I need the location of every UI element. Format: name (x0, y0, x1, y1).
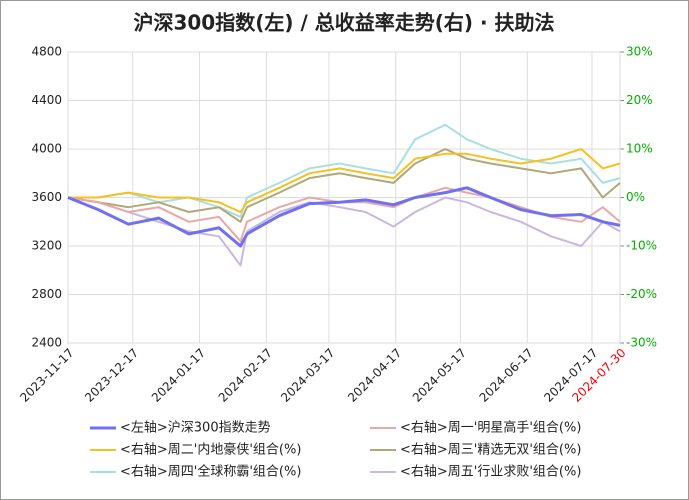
y2-tick-label: 0% (626, 190, 645, 204)
series-line (67, 186, 621, 248)
y-tick-label: 2800 (31, 287, 62, 301)
y-tick-label: 3600 (31, 190, 62, 204)
y-tick-label: 3200 (31, 239, 62, 253)
y2-tick-label: 20% (626, 93, 653, 107)
legend-label: <右轴>周二'内地豪侠'组合(%) (120, 442, 301, 458)
chart-title: 沪深300指数(左) / 总收益率走势(右) · 扶助法 (133, 11, 554, 35)
y2-tick-label: -20% (626, 287, 657, 301)
legend-label: <右轴>周一'明星高手'组合(%) (400, 420, 581, 436)
y2-tick-label: 10% (626, 142, 653, 156)
legend-label: <左轴>沪深300指数走势 (120, 420, 271, 436)
legend-label: <右轴>周五'行业求败'组合(%) (400, 465, 581, 480)
y2-tick-label: -30% (626, 336, 657, 350)
y-tick-label: 4800 (31, 45, 62, 59)
y-tick-label: 4000 (31, 142, 62, 156)
y-tick-label: 2400 (31, 336, 62, 350)
legend-label: <右轴>周四'全球称霸'组合(%) (120, 464, 301, 480)
series-line (67, 148, 621, 223)
legend-label: <右轴>周三'精选无双'组合(%) (400, 443, 581, 458)
y2-tick-label: 30% (626, 45, 653, 59)
series-line (68, 148, 621, 213)
y-tick-label: 4400 (31, 93, 62, 107)
y2-tick-label: -10% (626, 239, 657, 253)
